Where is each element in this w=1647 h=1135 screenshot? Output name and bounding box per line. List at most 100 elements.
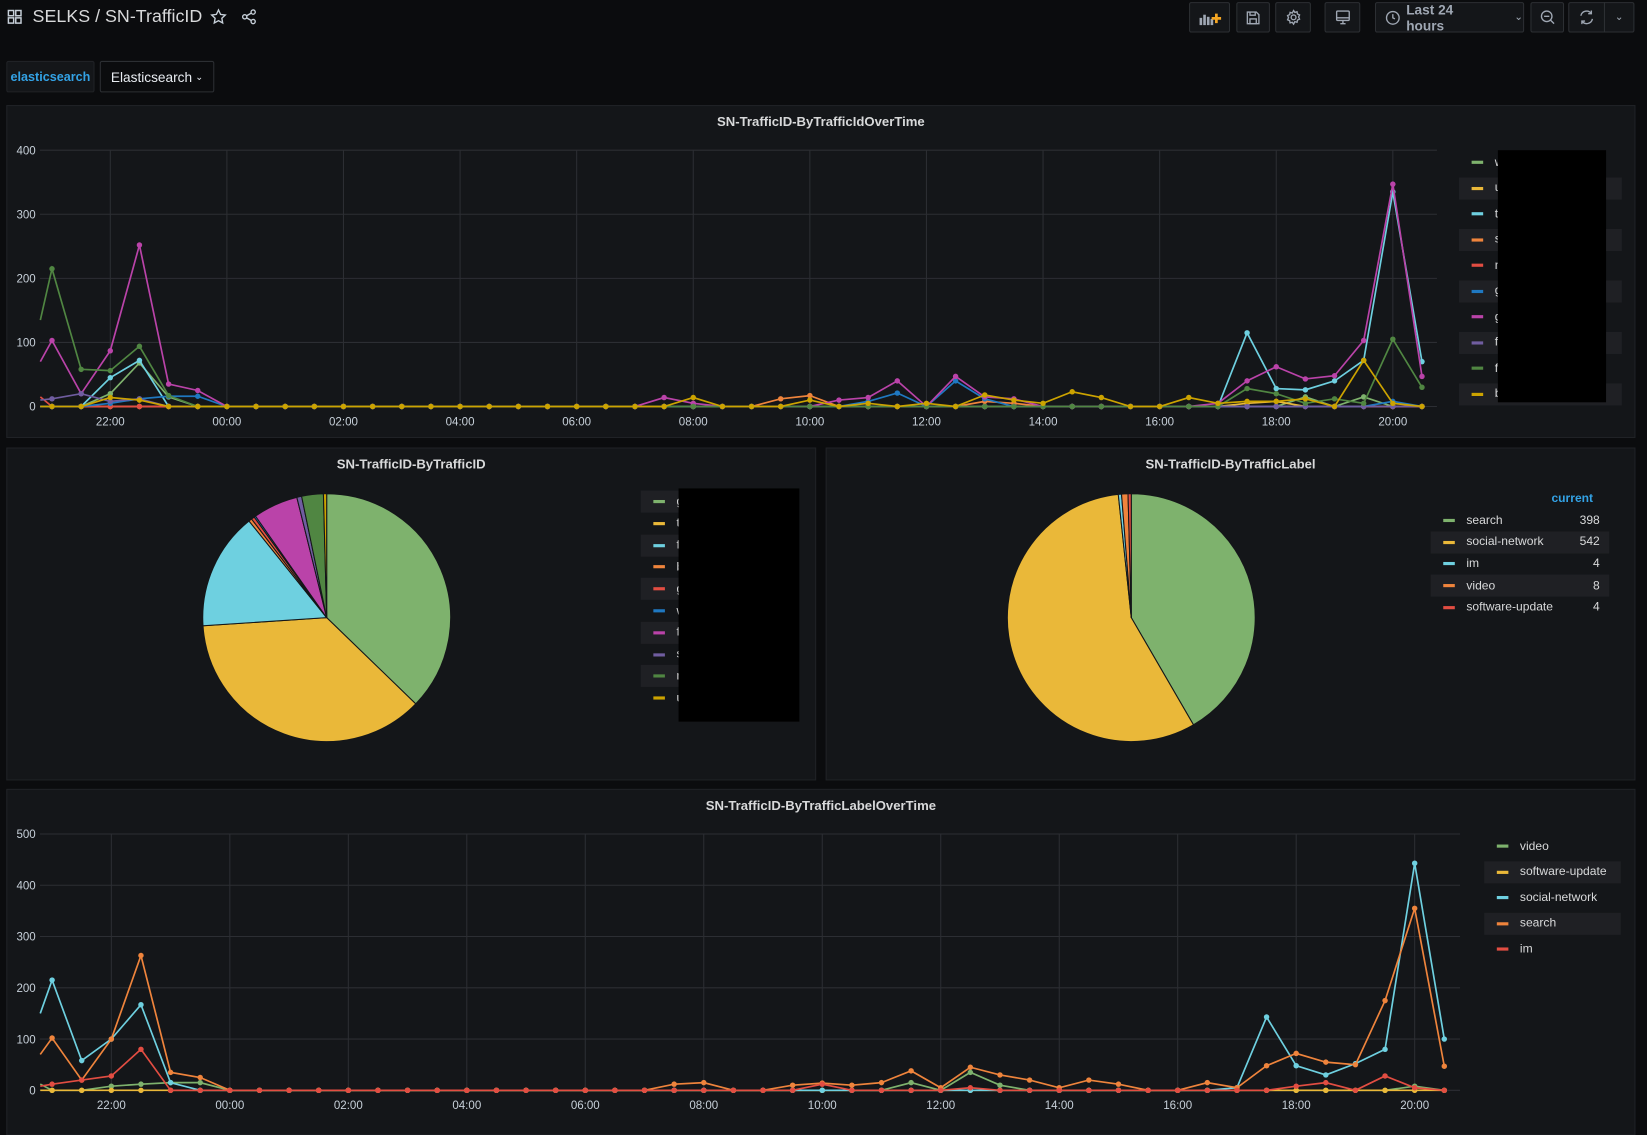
data-point <box>1011 397 1017 403</box>
data-point <box>1360 337 1367 344</box>
data-point <box>849 1087 855 1094</box>
data-point <box>1215 400 1221 407</box>
legend-value: 4 <box>1593 601 1600 614</box>
data-point <box>136 343 143 350</box>
y-tick-label: 500 <box>16 829 35 841</box>
data-point <box>107 367 114 374</box>
legend-item[interactable]: social-network <box>1484 887 1621 909</box>
data-point <box>603 403 609 410</box>
data-point <box>952 403 959 410</box>
data-point <box>938 1087 944 1094</box>
data-point <box>107 390 114 397</box>
legend-item[interactable]: t <box>641 512 778 534</box>
save-dashboard-button[interactable] <box>1236 2 1270 33</box>
panel-title[interactable]: SN-TrafficID-ByTrafficLabel <box>1145 456 1316 472</box>
data-point <box>78 390 84 397</box>
data-point <box>836 403 842 410</box>
data-point <box>136 242 143 248</box>
legend-color-swatch <box>1471 366 1484 370</box>
data-point <box>1441 1087 1448 1094</box>
legend-item[interactable]: software-update <box>1484 860 1621 883</box>
legend-label: s <box>1495 233 1501 246</box>
dashboard-title[interactable]: SELKS / SN-TrafficID <box>32 6 203 27</box>
legend-item[interactable]: search 398 <box>1431 509 1610 531</box>
zoom-out-button[interactable] <box>1530 2 1565 33</box>
data-point <box>807 392 813 399</box>
data-point <box>107 398 114 405</box>
x-tick-label: 08:00 <box>689 1100 718 1112</box>
data-point <box>923 400 930 407</box>
data-point <box>1293 1087 1299 1094</box>
legend-label: im <box>1466 557 1480 571</box>
data-point <box>1411 905 1418 912</box>
series-line-n <box>39 396 1422 408</box>
x-tick-label: 14:00 <box>1045 1100 1074 1112</box>
data-point <box>1360 400 1367 407</box>
refresh-icon <box>1580 10 1594 25</box>
panel-title[interactable]: SN-TrafficID-ByTrafficLabelOverTime <box>705 798 937 814</box>
data-point <box>1244 398 1250 405</box>
panel-title[interactable]: SN-TrafficID-ByTrafficID <box>336 456 486 472</box>
x-tick-label: 10:00 <box>795 416 824 428</box>
y-tick-label: 0 <box>29 1086 35 1098</box>
data-point <box>1056 1087 1062 1094</box>
data-point <box>894 390 901 396</box>
legend-item[interactable]: software-update 4 <box>1431 596 1610 618</box>
legend-item[interactable]: social-network 542 <box>1430 531 1610 554</box>
datasource-variable-select[interactable]: Elasticsearch ⌄ <box>99 60 215 93</box>
data-point <box>256 1087 263 1094</box>
legend-item[interactable]: im <box>1484 938 1621 960</box>
data-point <box>167 1079 174 1086</box>
data-point <box>952 373 959 380</box>
refresh-button[interactable] <box>1568 2 1606 33</box>
data-point <box>523 1087 529 1094</box>
legend-header-current[interactable]: current <box>1551 492 1594 506</box>
data-point <box>1086 1077 1092 1083</box>
data-point <box>464 1087 470 1094</box>
x-tick-label: 00:00 <box>215 1100 244 1112</box>
data-point <box>1273 398 1279 405</box>
x-tick-label: 06:00 <box>571 1100 600 1112</box>
data-point <box>375 1087 381 1094</box>
view-mode-button[interactable] <box>1324 2 1361 33</box>
series-line-b <box>40 358 1423 408</box>
dashboard-grid-icon[interactable] <box>7 9 22 24</box>
data-point <box>671 1087 677 1094</box>
data-point <box>1174 1087 1181 1094</box>
data-point <box>197 1079 203 1086</box>
series-line-s <box>40 394 1422 408</box>
data-point <box>1323 1072 1329 1078</box>
star-icon[interactable] <box>210 8 227 25</box>
data-point <box>1331 378 1338 384</box>
data-point <box>78 1057 85 1064</box>
data-point <box>908 1068 914 1074</box>
legend-item[interactable]: video 8 <box>1430 574 1610 597</box>
legend-color-swatch <box>1443 605 1455 610</box>
x-tick-label: 16:00 <box>1145 416 1174 428</box>
data-point <box>632 403 638 410</box>
data-point <box>865 394 871 401</box>
data-point <box>1390 336 1396 342</box>
legend-color-swatch <box>1496 895 1509 900</box>
data-point <box>404 1087 411 1094</box>
data-point <box>582 1087 589 1094</box>
refresh-interval-dropdown[interactable]: ⌄ <box>1603 2 1635 33</box>
time-range-picker[interactable]: Last 24 hours ⌄ <box>1374 2 1525 33</box>
legend-color-swatch <box>653 521 665 525</box>
data-point <box>1115 1087 1122 1094</box>
add-panel-button[interactable] <box>1189 2 1231 33</box>
data-point <box>107 348 114 354</box>
legend-color-swatch <box>1496 870 1509 874</box>
data-point <box>997 1082 1003 1088</box>
share-icon[interactable] <box>241 8 258 25</box>
data-point <box>1040 400 1046 407</box>
data-point <box>878 1079 885 1086</box>
legend-item[interactable]: search <box>1484 912 1621 935</box>
legend-item[interactable]: video <box>1484 835 1621 857</box>
data-point <box>641 1087 648 1094</box>
legend-color-swatch <box>653 652 665 657</box>
legend-item[interactable]: im 4 <box>1431 553 1610 575</box>
data-point <box>894 403 901 410</box>
panel-title[interactable]: SN-TrafficID-ByTrafficIdOverTime <box>717 114 925 130</box>
dashboard-settings-button[interactable] <box>1275 2 1311 33</box>
